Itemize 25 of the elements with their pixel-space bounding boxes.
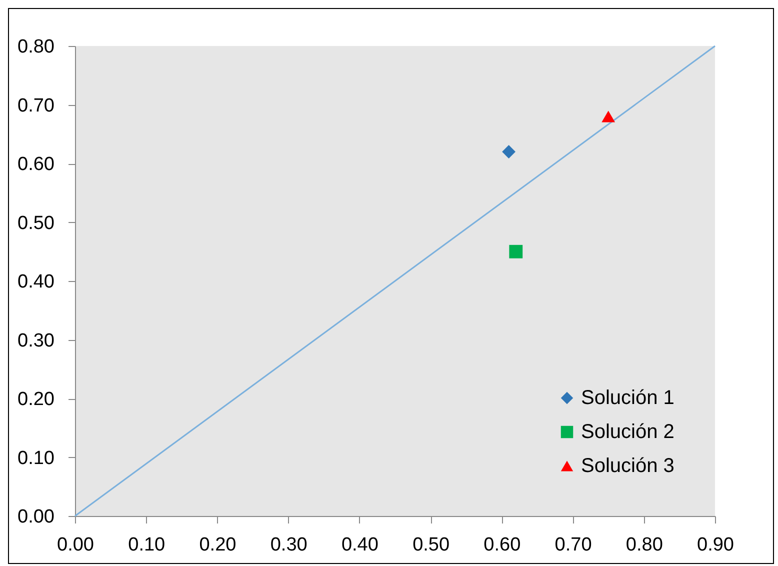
y-tick-label: 0.30: [18, 330, 54, 352]
x-tick-label: 0.60: [484, 534, 521, 556]
point: [502, 145, 516, 158]
y-tick-label: 0.40: [18, 272, 54, 292]
point: [602, 110, 616, 122]
x-tick-label: 0.40: [341, 534, 378, 556]
x-tick-label: 0.70: [554, 534, 592, 556]
x-tick-label: 0.00: [57, 534, 94, 556]
y-tick-label: 0.00: [18, 506, 54, 528]
x-tick-label: 0.10: [128, 534, 166, 556]
y-tick-label: 0.50: [18, 212, 54, 234]
x-tick-label: 0.20: [199, 534, 236, 556]
x-tick-label: 0.90: [697, 534, 734, 556]
y-tick-label: 0.20: [18, 389, 54, 410]
y-tick-label: 0.80: [18, 36, 54, 58]
x-tick-label: 0.30: [270, 534, 308, 556]
y-tick-label: 0.10: [18, 448, 54, 469]
x-tick-label: 0.80: [626, 534, 663, 556]
legend-label: Solución 2: [581, 421, 674, 443]
point: [509, 244, 523, 258]
legend-label: Solución 1: [581, 387, 674, 409]
x-tick-label: 0.50: [412, 534, 450, 556]
legend-label: Solución 3: [581, 455, 674, 477]
y-tick-label: 0.60: [18, 154, 54, 175]
y-tick-label: 0.70: [18, 95, 54, 116]
